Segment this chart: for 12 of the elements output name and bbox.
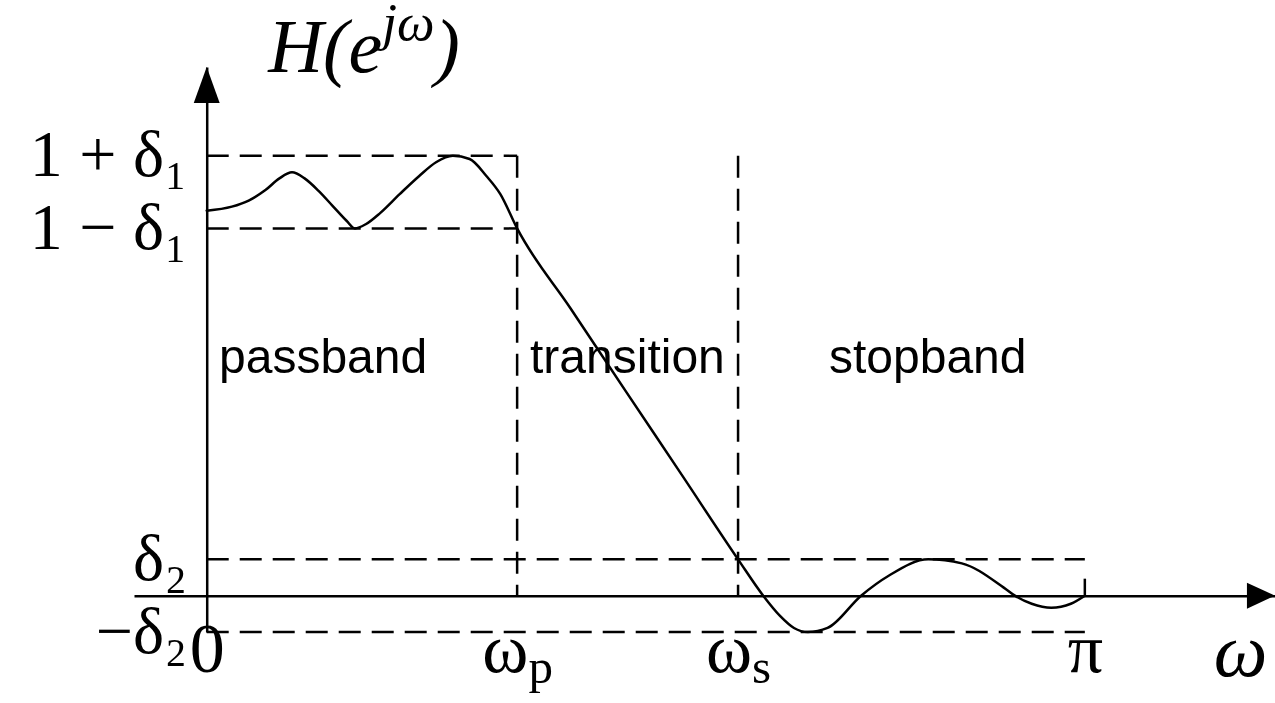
y-axis-title: H(e$^{jω}$) [267, 0, 460, 89]
x-axis-title: ω [1213, 608, 1268, 693]
x-tick-label: π [1067, 610, 1104, 688]
x-tick-label: ω$_{s}$ [705, 610, 772, 695]
annotation: passband [219, 330, 428, 383]
y-tick-label: 1 − δ₁ [29, 189, 188, 263]
y-tick-label: −δ₂ [95, 593, 188, 667]
x-tick-label: ω$_{p}$ [482, 610, 553, 695]
y-tick-label: 1 + δ₁ [29, 117, 188, 191]
y-tick-label: δ₂ [133, 520, 188, 594]
annotation: stopband [829, 330, 1027, 383]
x-tick-label: 0 [189, 610, 225, 688]
